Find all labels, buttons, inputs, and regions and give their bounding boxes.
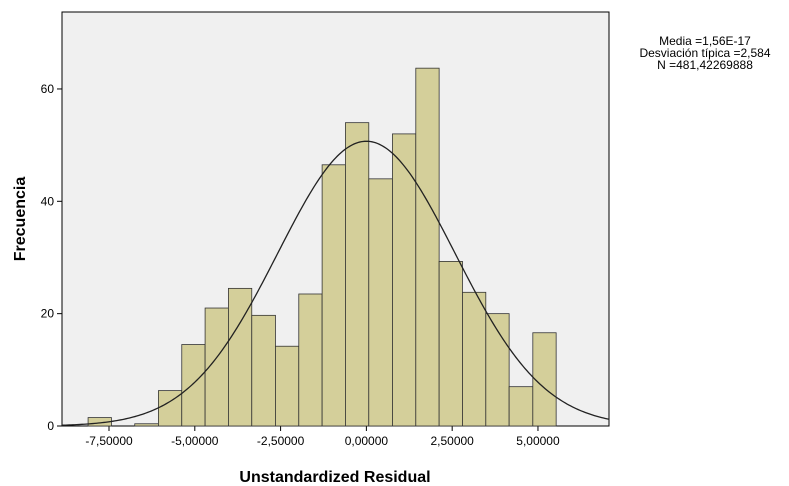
y-tick-label: 60 — [41, 82, 55, 96]
bar — [134, 423, 159, 427]
bar — [275, 345, 300, 427]
bar — [532, 332, 557, 427]
x-tick-label: 0,00000 — [345, 434, 389, 448]
y-tick-label: 20 — [41, 307, 55, 321]
x-tick-label: -2,50000 — [257, 434, 305, 448]
bar — [438, 261, 463, 427]
bar — [298, 293, 323, 427]
bar — [415, 67, 440, 427]
stats-text: Desviación típica =2,584 — [639, 46, 770, 60]
normal-curve — [61, 140, 610, 426]
y-tick-label: 40 — [41, 194, 55, 208]
x-axis-label: Unstandardized Residual — [239, 469, 430, 486]
x-tick-label: -5,00000 — [171, 434, 219, 448]
bar — [368, 178, 393, 427]
bar — [251, 314, 276, 427]
x-tick-label: -7,50000 — [85, 434, 133, 448]
x-tick-label: 5,00000 — [516, 434, 560, 448]
bar — [321, 164, 346, 427]
stats-text: Media =1,56E-17 — [659, 34, 751, 48]
y-axis-label: Frecuencia — [12, 177, 29, 262]
bar — [508, 386, 534, 427]
x-tick-label: 2,50000 — [430, 434, 474, 448]
bar — [485, 313, 510, 427]
bar — [462, 291, 487, 427]
y-tick-label: 0 — [47, 419, 54, 433]
bar — [181, 344, 206, 427]
bar — [345, 122, 370, 427]
stats-text: N =481,42269888 — [657, 58, 753, 72]
